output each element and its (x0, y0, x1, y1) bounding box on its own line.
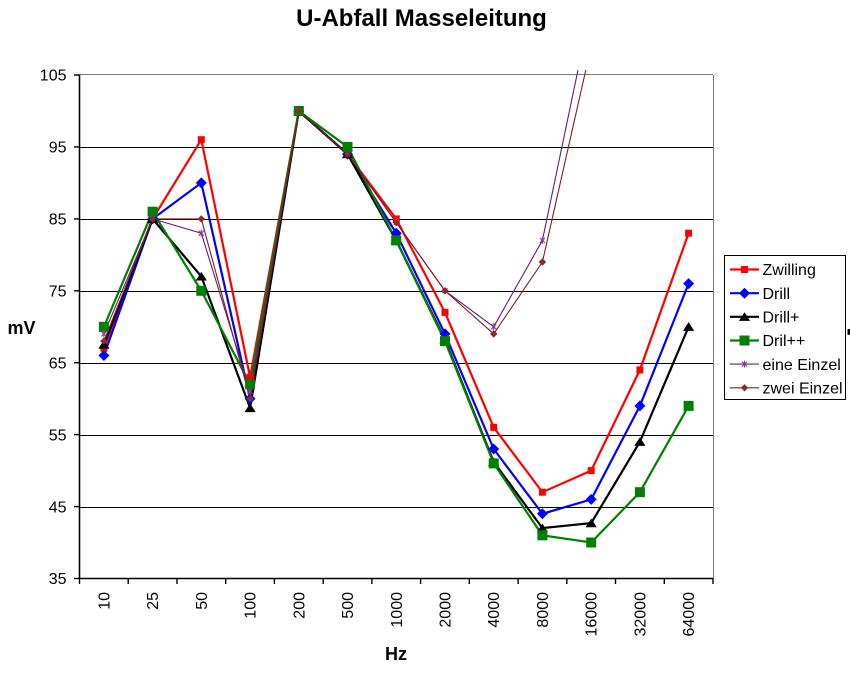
svg-text:100: 100 (243, 592, 260, 619)
svg-text:75: 75 (49, 284, 67, 301)
svg-text:35: 35 (49, 571, 67, 588)
svg-text:4000: 4000 (486, 592, 503, 628)
svg-text:16000: 16000 (584, 592, 601, 637)
svg-text:8000: 8000 (535, 592, 552, 628)
svg-text:95: 95 (49, 140, 67, 157)
svg-text:200: 200 (291, 592, 308, 619)
svg-text:1000: 1000 (389, 592, 406, 628)
svg-text:45: 45 (49, 499, 67, 516)
svg-text:Dril++: Dril++ (763, 333, 806, 350)
svg-text:55: 55 (49, 427, 67, 444)
svg-text:Drill+: Drill+ (763, 310, 800, 327)
svg-text:105: 105 (40, 68, 67, 85)
svg-text:Drill: Drill (763, 286, 791, 303)
svg-text:mV: mV (8, 318, 36, 338)
svg-text:eine Einzel: eine Einzel (763, 357, 841, 374)
svg-text:Hz: Hz (385, 644, 407, 664)
svg-text:32000: 32000 (632, 592, 649, 637)
svg-text:64000: 64000 (681, 592, 698, 637)
svg-text:85: 85 (49, 212, 67, 229)
svg-text:Zwilling: Zwilling (763, 262, 816, 279)
svg-text:500: 500 (340, 592, 357, 619)
svg-text:50: 50 (194, 592, 211, 610)
svg-text:25: 25 (145, 592, 162, 610)
svg-text:U-Abfall Masseleitung: U-Abfall Masseleitung (296, 5, 547, 32)
svg-text:10: 10 (96, 592, 113, 610)
svg-text:65: 65 (49, 355, 67, 372)
svg-text:zwei Einzel: zwei Einzel (763, 381, 843, 398)
svg-text:2000: 2000 (438, 592, 455, 628)
